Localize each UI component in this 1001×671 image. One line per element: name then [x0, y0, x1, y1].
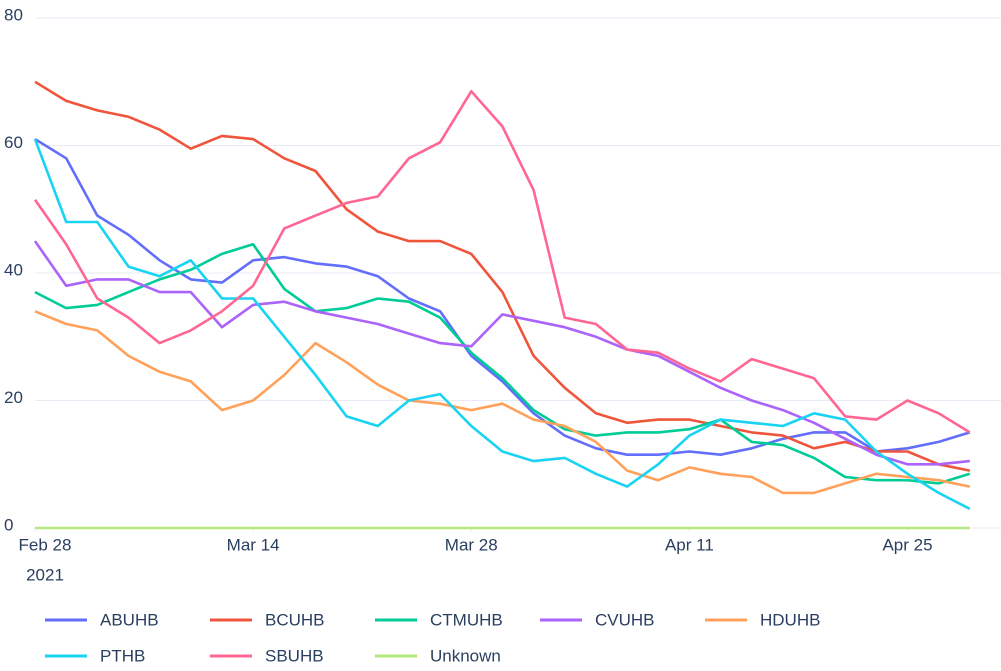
legend-label: HDUHB	[760, 610, 820, 629]
series-line	[33, 240, 970, 466]
y-tick-label: 20	[4, 388, 23, 407]
x-tick-label: Apr 25	[882, 535, 932, 554]
legend-label: CTMUHB	[430, 610, 503, 629]
x-tick-label: Mar 14	[227, 535, 280, 554]
y-tick-label: 80	[4, 5, 23, 24]
series-line	[34, 310, 971, 495]
x-tick-label: Feb 28	[19, 535, 72, 554]
y-tick-label: 0	[4, 515, 13, 534]
legend-label: Unknown	[430, 646, 501, 665]
series-line	[33, 138, 971, 511]
x-tick-year: 2021	[26, 565, 64, 584]
series-line	[34, 243, 971, 485]
series-line	[33, 90, 971, 434]
legend-label: SBUHB	[265, 646, 324, 665]
series-line	[34, 137, 971, 456]
series-line	[34, 80, 971, 472]
legend-label: PTHB	[100, 646, 145, 665]
legend-label: BCUHB	[265, 610, 325, 629]
legend-label: CVUHB	[595, 610, 655, 629]
y-tick-label: 40	[4, 260, 23, 279]
y-tick-label: 60	[4, 133, 23, 152]
x-tick-label: Apr 11	[665, 535, 714, 554]
x-tick-label: Mar 28	[445, 535, 498, 554]
legend-label: ABUHB	[100, 610, 159, 629]
